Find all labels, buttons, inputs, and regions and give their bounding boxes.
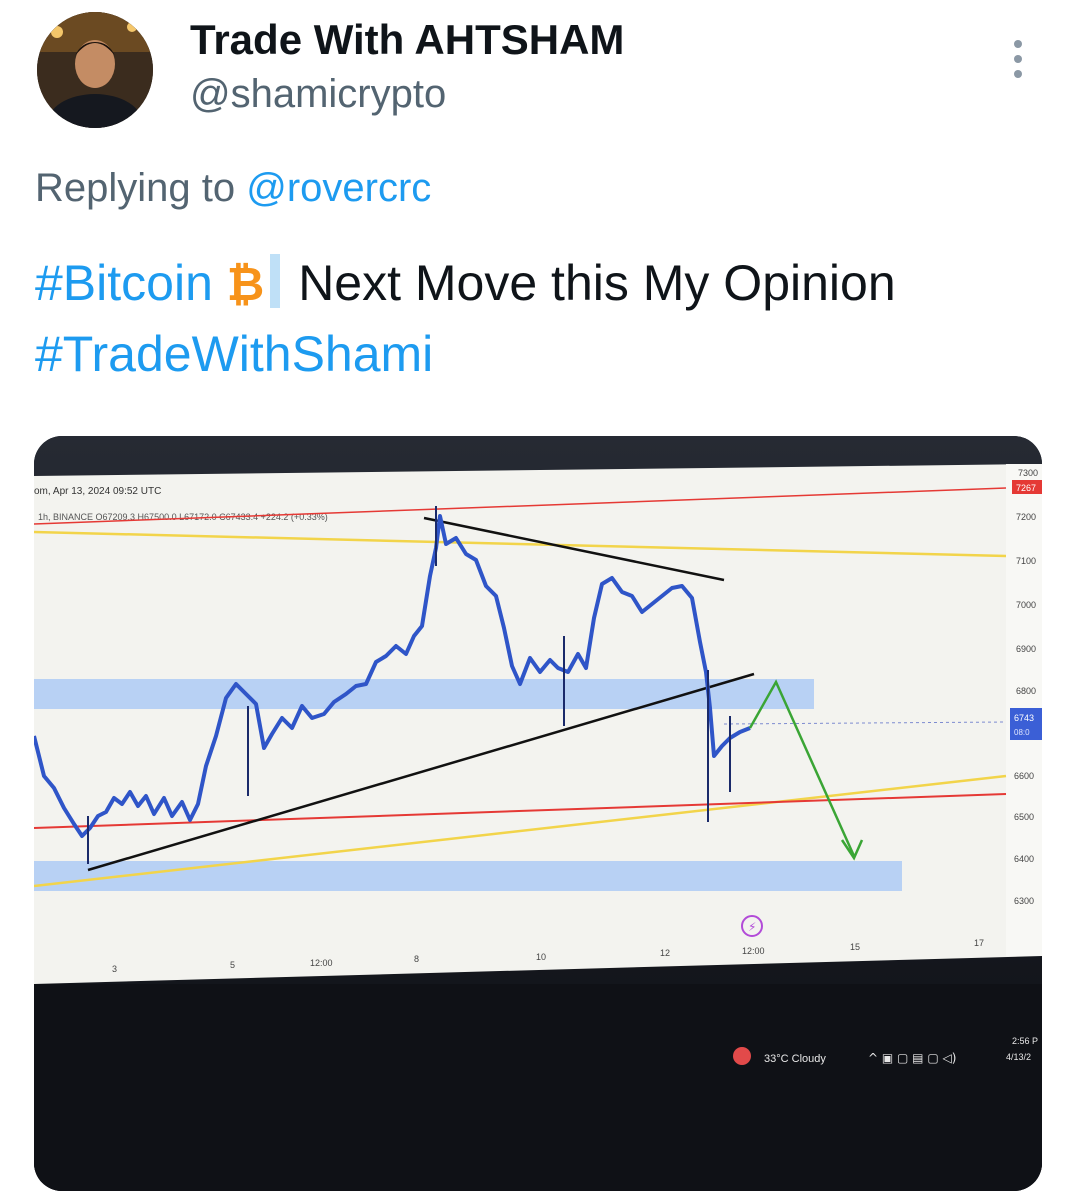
hashtag-tradewithshami-link[interactable]: #TradeWithShami — [35, 326, 434, 382]
chart-ohlc-text: 1h, BINANCE O67209.3 H67500.0 L67172.0 C… — [38, 512, 328, 522]
more-options-button[interactable] — [1006, 40, 1030, 84]
price-tick: 7100 — [1016, 556, 1036, 566]
replying-to: Replying to @rovercrc — [35, 166, 431, 211]
tweet-text: #Bitcoin ₿ Next Move this My Opinion #Tr… — [35, 248, 1055, 389]
more-dot — [1014, 70, 1022, 78]
taskbar-tray-icons: ^ ▣ ▢ ▤ ▢ ◁) — [868, 1051, 956, 1065]
supply-zone — [34, 679, 814, 709]
time-tick: 12:00 — [310, 958, 333, 968]
descending-trendline — [423, 516, 725, 582]
hashtag-bitcoin-link[interactable]: #Bitcoin — [35, 255, 213, 311]
time-tick: 3 — [112, 964, 117, 974]
red-resistance-line — [34, 487, 1007, 525]
avatar[interactable] — [37, 12, 153, 128]
tweet-photo[interactable]: om, Apr 13, 2024 09:52 UTC 1h, BINANCE O… — [34, 436, 1042, 1191]
time-tick: 12 — [660, 948, 670, 958]
price-tick: 6900 — [1016, 644, 1036, 654]
lightning-icon — [741, 915, 763, 937]
author-handle[interactable]: @shamicrypto — [190, 72, 447, 116]
price-tick: 7200 — [1016, 512, 1036, 522]
red-support-line — [34, 793, 1007, 829]
chart-screenshot: om, Apr 13, 2024 09:52 UTC 1h, BINANCE O… — [34, 436, 1042, 1191]
time-tick: 5 — [230, 960, 235, 970]
time-tick: 8 — [414, 954, 419, 964]
replying-to-label: Replying to — [35, 166, 236, 210]
price-tick: 6500 — [1014, 812, 1034, 822]
time-tick: 12:00 — [742, 946, 765, 956]
chart-date-text: om, Apr 13, 2024 09:52 UTC — [34, 486, 161, 497]
price-tick: 6400 — [1014, 854, 1034, 864]
taskbar-time: 2:56 P — [1012, 1036, 1038, 1046]
time-tick: 10 — [536, 952, 546, 962]
projected-path — [748, 679, 856, 857]
svg-text:⚡: ⚡ — [748, 920, 756, 934]
price-tick: 7000 — [1016, 600, 1036, 610]
price-tick: 6800 — [1016, 686, 1036, 696]
author-display-name[interactable]: Trade With AHTSHAM — [190, 16, 625, 63]
yellow-level-line — [34, 530, 1007, 558]
avatar-photo — [37, 12, 153, 128]
time-tick: 15 — [850, 942, 860, 952]
bitcoin-icon: ₿ — [226, 258, 265, 310]
current-price-badge: 6743 — [1014, 713, 1034, 723]
demand-zone — [34, 861, 902, 891]
current-price-countdown: 08:0 — [1014, 728, 1030, 737]
taskbar-date: 4/13/2 — [1006, 1052, 1031, 1062]
tweet-body-text: Next Move this My Opinion — [298, 255, 896, 311]
time-tick: 17 — [974, 938, 984, 948]
taskbar-weather: 33°C Cloudy — [764, 1053, 826, 1065]
projected-arrowhead — [840, 839, 864, 861]
reply-mention-link[interactable]: @rovercrc — [246, 166, 432, 210]
yellow-trend-line — [34, 774, 1007, 888]
more-dot — [1014, 40, 1022, 48]
more-dot — [1014, 55, 1022, 63]
weather-icon — [733, 1047, 751, 1065]
price-tick: 7300 — [1018, 468, 1038, 478]
price-tick: 6300 — [1014, 896, 1034, 906]
price-tick: 6600 — [1014, 771, 1034, 781]
bitcoin-emoji-bar — [270, 254, 281, 308]
top-price-badge: 7267 — [1016, 483, 1036, 493]
ascending-trendline — [87, 672, 755, 872]
